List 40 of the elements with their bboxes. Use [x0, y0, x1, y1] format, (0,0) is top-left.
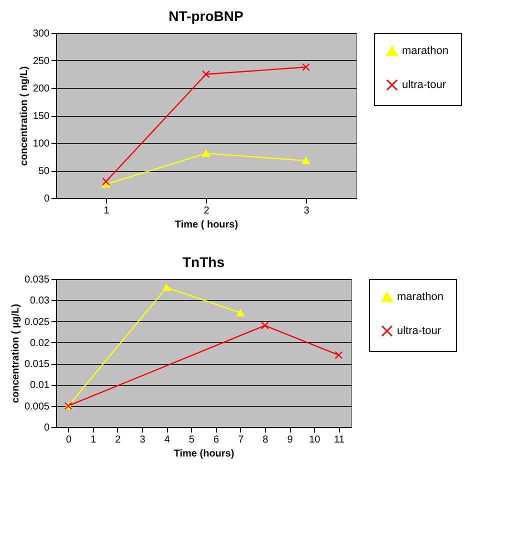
legend-label: marathon: [402, 45, 448, 57]
x-tick-label: 11: [334, 434, 345, 446]
x-tick-label: 9: [287, 434, 294, 446]
y-tick-label: 300: [32, 28, 50, 40]
x-axis-title: Time (hours): [174, 448, 234, 460]
x-tick-label: 1: [104, 206, 110, 216]
y-axis-title: concentration ( ng/L): [18, 66, 30, 166]
y-tick-label: 0.03: [30, 296, 50, 307]
chart-title: TnThs: [182, 254, 225, 270]
legend-label: ultra-tour: [397, 325, 442, 337]
y-tick-label: 0.01: [30, 380, 50, 392]
x-tick-label: 7: [238, 434, 244, 446]
y-tick-label: 0.015: [24, 359, 50, 370]
x-tick-label: 3: [140, 434, 146, 446]
y-tick-label: 0: [44, 194, 50, 204]
y-tick-label: 0.035: [24, 274, 50, 286]
x-tick-label: 2: [115, 434, 122, 446]
x-tick-label: 6: [214, 434, 220, 446]
y-tick-label: 50: [38, 166, 50, 177]
y-tick-label: 0.005: [24, 401, 50, 412]
x-tick-label: 5: [188, 434, 195, 446]
chart-title: NT-proBNP: [168, 8, 244, 24]
y-axis-title: concentration ( µg/L): [10, 304, 22, 404]
x-tick-label: 8: [262, 434, 269, 446]
x-tick-label: 1: [90, 434, 97, 446]
y-tick-label: 0.025: [24, 316, 50, 328]
y-tick-label: 100: [32, 138, 50, 150]
y-tick-label: 0: [44, 422, 50, 434]
y-tick-label: 0.02: [30, 338, 50, 349]
x-tick-label: 4: [164, 434, 170, 446]
x-tick-label: 2: [204, 206, 210, 216]
x-axis-title: Time ( hours): [174, 220, 238, 230]
x-tick-label: 3: [304, 206, 310, 216]
y-tick-label: 150: [32, 111, 50, 122]
legend-label: marathon: [397, 291, 444, 303]
legend-label: ultra-tour: [402, 79, 446, 91]
x-tick-label: 10: [309, 434, 321, 446]
x-tick-label: 0: [66, 434, 72, 446]
y-tick-label: 250: [32, 56, 50, 67]
y-tick-label: 200: [32, 84, 50, 94]
